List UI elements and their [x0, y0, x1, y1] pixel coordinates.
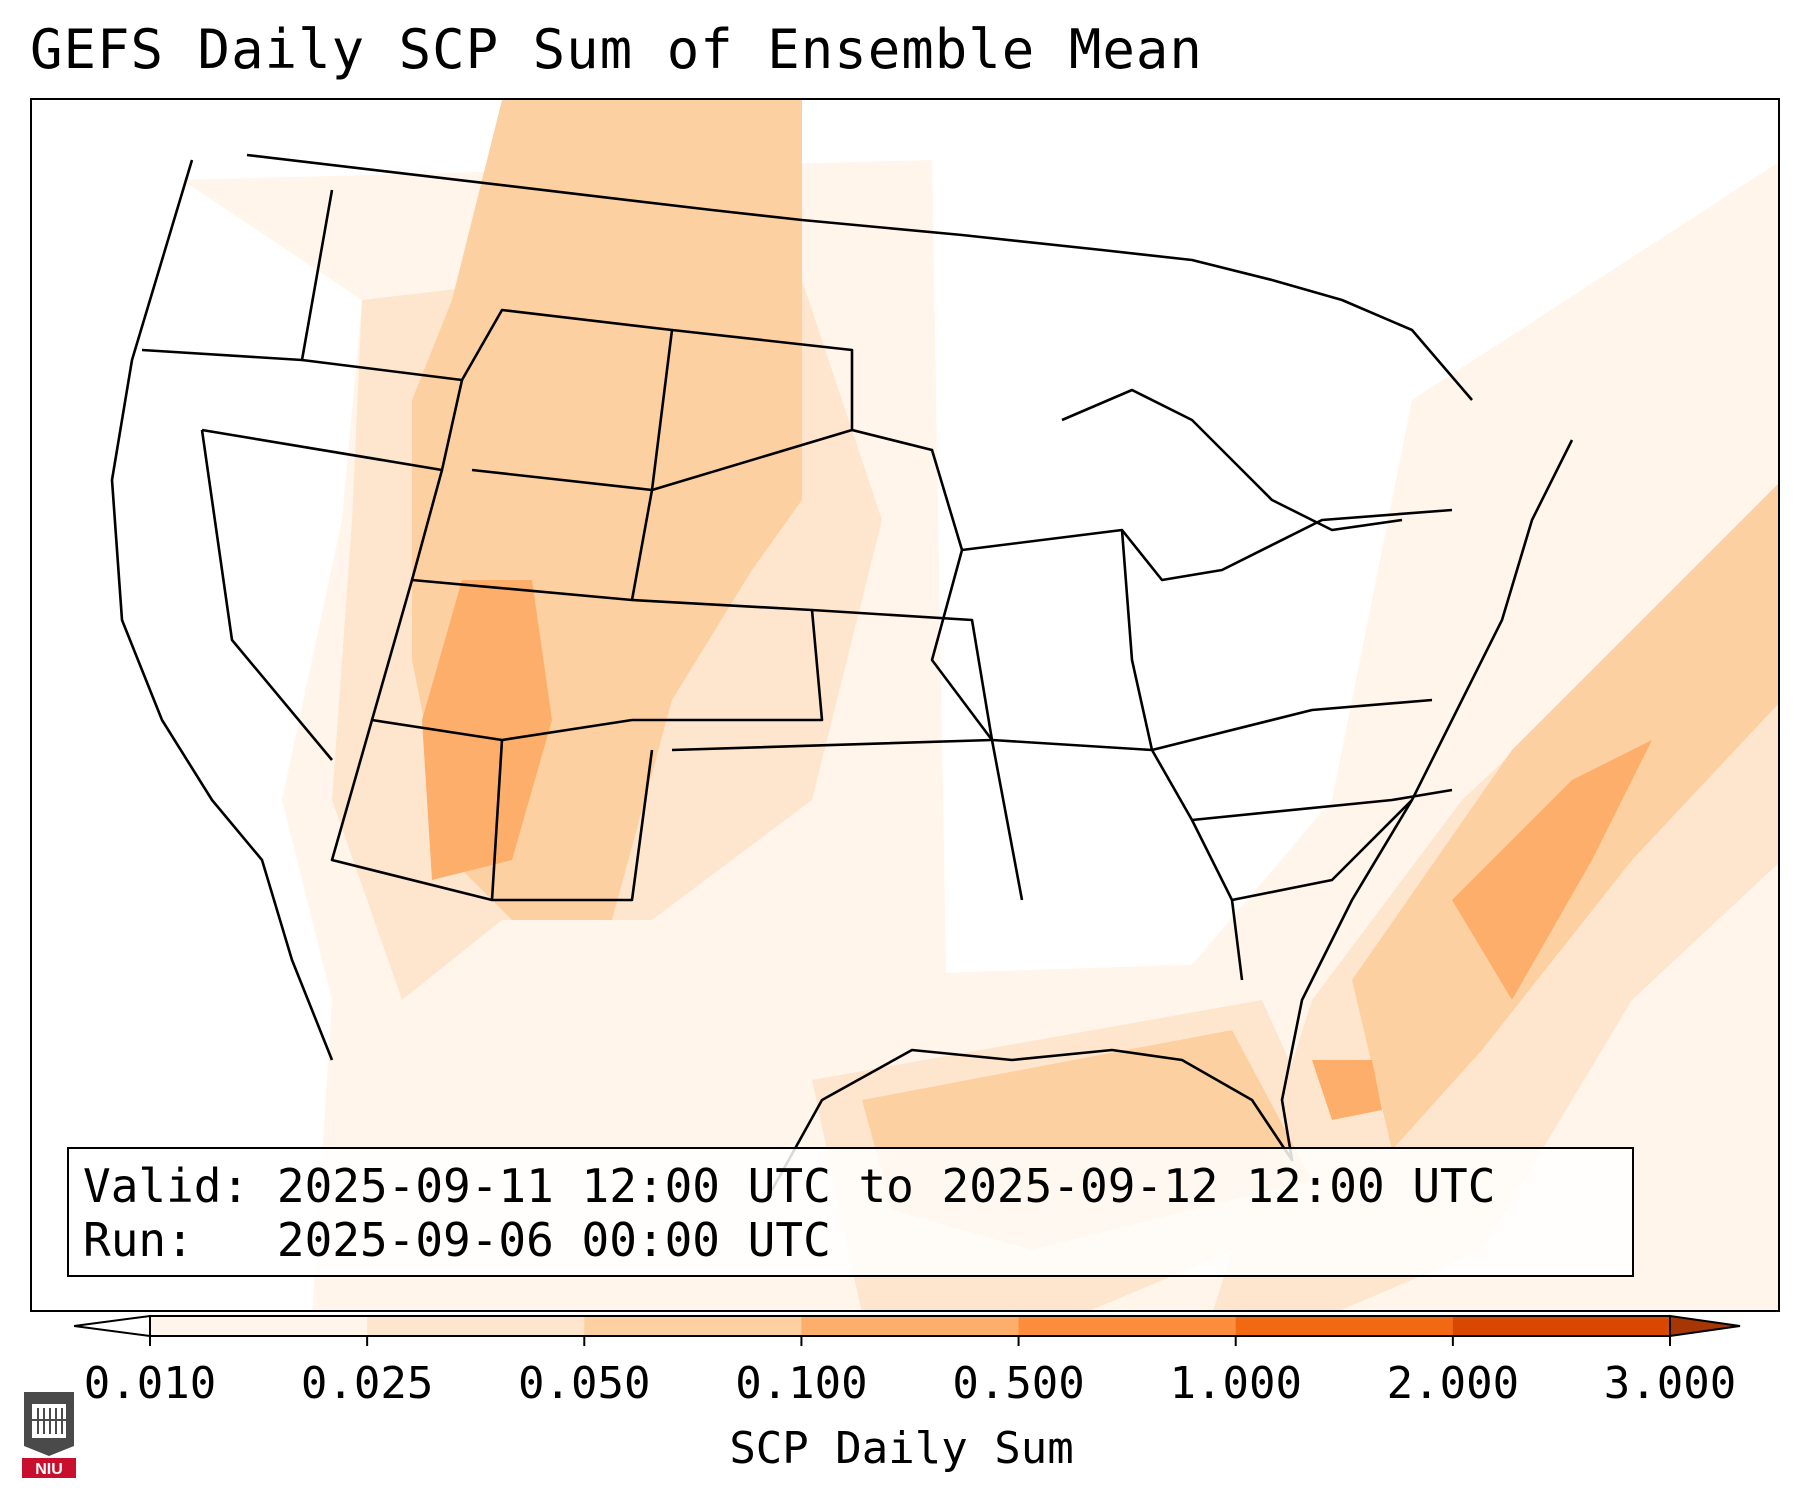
state-lines-18	[200, 429, 333, 761]
state-lines-2	[201, 358, 464, 472]
state-boundaries	[110, 153, 1574, 1191]
run-value: 2025-09-06 00:00 UTC	[276, 1213, 831, 1267]
colorbar-tick-label: 0.500	[952, 1358, 1085, 1409]
colorbar-tick-label: 0.050	[518, 1358, 651, 1409]
colorbar-tick-label: 1.000	[1169, 1358, 1302, 1409]
state-lines-17	[1231, 799, 1413, 902]
state-lines-13	[961, 508, 1453, 582]
state-lines-15	[1191, 788, 1453, 822]
state-lines-9	[330, 719, 493, 902]
scp-shading	[182, 100, 1778, 1310]
svg-text:NIU: NIU	[35, 1461, 63, 1478]
great-lakes	[1061, 388, 1403, 532]
state-lines-4	[651, 328, 854, 492]
state-lines-7	[370, 579, 633, 742]
colorbar-label: SCP Daily Sum	[729, 1423, 1074, 1474]
colorbar-tick-label: 0.010	[83, 1358, 217, 1409]
state-lines-11	[671, 608, 994, 752]
colorbar-segment	[1018, 1316, 1237, 1336]
valid-line: Valid: 2025-09-11 12:00 UTC to 2025-09-1…	[83, 1159, 1618, 1213]
state-lines-16	[1120, 529, 1154, 751]
colorbar-tick-label: 0.100	[735, 1358, 868, 1409]
shade-carolina-4	[1452, 740, 1652, 1000]
colorbar-tick-label: 0.025	[300, 1358, 434, 1409]
colorbar-segment	[1235, 1316, 1454, 1336]
map-panel	[30, 98, 1780, 1312]
colorbar-segment	[1452, 1316, 1671, 1336]
colorbar-segment	[801, 1316, 1020, 1336]
west-coast	[110, 159, 334, 1061]
state-lines-14	[1151, 698, 1433, 752]
run-line: Run: 2025-09-06 00:00 UTC	[83, 1213, 1618, 1267]
colorbar-segment	[367, 1316, 585, 1336]
colorbar-tick-label: 2.000	[1386, 1358, 1520, 1409]
valid-run-box: Valid: 2025-09-11 12:00 UTC to 2025-09-1…	[67, 1147, 1634, 1277]
colorbar-outline	[149, 1315, 1671, 1337]
shade-florida-4	[1312, 1060, 1382, 1120]
scp-map	[110, 100, 1778, 1310]
state-lines-8	[490, 739, 654, 902]
valid-value: 2025-09-11 12:00 UTC to 2025-09-12 12:00…	[276, 1159, 1496, 1213]
state-lines-10	[851, 428, 1024, 901]
east-coast	[770, 439, 1574, 1191]
state-lines-12	[991, 738, 1244, 981]
colorbar-under-arrow	[74, 1314, 151, 1338]
valid-label: Valid:	[83, 1159, 250, 1213]
us-canada-border	[246, 153, 1473, 401]
shade-utah-4	[422, 580, 552, 880]
colorbar	[74, 1314, 1741, 1346]
state-lines-5	[410, 469, 654, 602]
colorbar-tick-label: 3.000	[1603, 1358, 1737, 1409]
run-label: Run:	[83, 1213, 194, 1267]
map-title: GEFS Daily SCP Sum of Ensemble Mean	[30, 18, 1203, 81]
colorbar-segment	[150, 1316, 368, 1336]
colorbar-over-arrow	[1669, 1314, 1741, 1338]
colorbar-segment	[584, 1316, 802, 1336]
state-lines-6	[631, 598, 824, 722]
niu-logo: NIU	[22, 1392, 76, 1478]
